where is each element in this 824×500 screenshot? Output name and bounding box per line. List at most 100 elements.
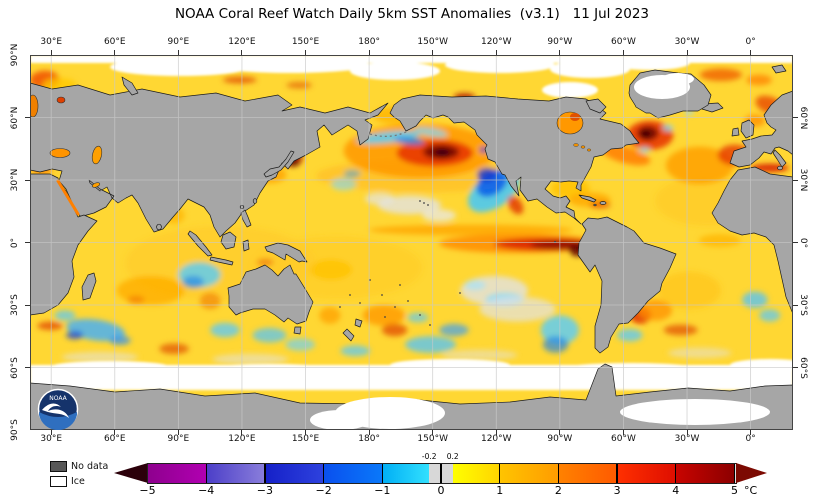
lat-tickmark <box>25 179 30 181</box>
colorbar-tick-label: −1 <box>374 484 391 497</box>
colorbar-segment <box>429 464 453 483</box>
lon-tick-label-bottom: 60°W <box>611 434 636 444</box>
colorbar-tick-line <box>381 464 383 483</box>
colorbar-over-arrow <box>736 463 767 483</box>
colorbar-sub-label: 0.2 <box>446 452 459 461</box>
map-legend: No data Ice <box>50 459 108 489</box>
noaa-logo-text: NOAA <box>49 395 67 402</box>
lon-tickmark <box>495 430 497 435</box>
land-south-america <box>577 216 677 354</box>
lon-tickmark <box>686 50 688 55</box>
aleutian-islands <box>369 130 409 137</box>
colorbar-segment <box>675 464 735 483</box>
colorbar-tick-label: 3 <box>613 484 621 497</box>
colorbar-segment <box>558 464 618 483</box>
land-japan <box>263 150 295 178</box>
anomaly-blob <box>182 275 204 289</box>
lon-tickmark <box>241 430 243 435</box>
colorbar-tick-label: 1 <box>496 484 504 497</box>
colorbar-segment <box>206 464 265 483</box>
lon-tick-label-top: 90°W <box>547 37 573 47</box>
lon-tick-label-top: 90°E <box>167 37 190 47</box>
land-sumatra <box>187 230 213 257</box>
anomaly-blob <box>663 324 698 336</box>
no-data-swatch <box>50 461 67 472</box>
lon-tick-label-top: 120°E <box>228 37 256 47</box>
colorbar-segment <box>323 464 383 483</box>
anomaly-blob <box>381 323 408 337</box>
noaa-seagull-icon <box>42 403 69 418</box>
colorbar-tick-line <box>264 464 266 483</box>
anomaly-blob <box>222 76 257 84</box>
lat-tick-label-left: 60°N <box>10 106 20 129</box>
colorbar-segment <box>452 464 500 483</box>
map-border <box>30 55 793 430</box>
land-novaya-zemlya <box>121 76 139 96</box>
lon-tick-label-bottom: 0° <box>745 434 756 444</box>
anomaly-blob <box>116 275 185 305</box>
great-lakes <box>573 143 579 147</box>
sea-hudson-warm-core <box>570 113 580 121</box>
map-svg <box>30 55 793 430</box>
colorbar-under-arrow <box>114 463 148 483</box>
anomaly-blob <box>600 144 651 166</box>
lon-tickmark <box>305 430 307 435</box>
anomaly-blob <box>199 292 221 310</box>
lon-tick-label-bottom: 120°W <box>480 434 512 444</box>
anomaly-blob <box>699 68 743 82</box>
lon-tick-label-bottom: 90°W <box>547 434 573 444</box>
anomaly-blob <box>356 130 420 144</box>
land-jamaica <box>593 203 597 207</box>
land-sulawesi <box>242 239 250 252</box>
sea-white <box>56 96 66 104</box>
anomaly-blob <box>364 192 395 205</box>
lon-tickmark <box>241 50 243 55</box>
anomaly-blob <box>657 271 721 310</box>
anomaly-blob <box>434 148 450 157</box>
lon-tick-label-top: 30°E <box>40 37 63 47</box>
land-sicily <box>777 165 783 171</box>
lon-tickmark <box>305 50 307 55</box>
anomaly-blob <box>210 322 240 338</box>
colorbar-segment <box>148 464 207 483</box>
sea-black <box>49 148 71 158</box>
lat-tickmark <box>793 367 798 368</box>
lat-tick-label-right: 0° <box>798 237 808 248</box>
land-hispaniola <box>599 201 607 205</box>
land-borneo <box>220 231 237 250</box>
lat-tickmark <box>793 304 798 306</box>
colorbar-tick-label: 4 <box>672 484 680 497</box>
anomaly-blob <box>286 81 312 89</box>
lon-tickmark <box>559 50 561 55</box>
anomaly-blob <box>394 136 425 145</box>
anomaly-blob <box>422 209 457 222</box>
lon-tick-label-top: 60°E <box>103 37 126 47</box>
sea-caspian <box>91 145 103 165</box>
ice-layer <box>30 55 793 390</box>
lon-tickmark <box>368 430 370 435</box>
land-taiwan <box>252 198 258 204</box>
lon-tickmark <box>114 50 116 55</box>
anomaly-blob <box>256 258 274 266</box>
colorbar-tick-line <box>322 464 325 483</box>
lat-tick-label-left: 90°N <box>10 43 20 67</box>
colorbar-tick-label: 0 <box>437 484 445 497</box>
lat-tick-label-right: 30°N <box>798 168 808 192</box>
anomaly-blob <box>617 328 643 342</box>
colorbar-body <box>147 463 737 484</box>
ice-swatch <box>50 476 67 487</box>
lat-tick-label-left: 30°S <box>10 294 20 316</box>
lat-tickmark <box>793 117 798 118</box>
lon-tickmark <box>622 430 624 435</box>
lat-tick-label-left: 60°S <box>10 356 20 379</box>
anomaly-blob <box>343 169 361 178</box>
lon-tickmark <box>114 430 116 435</box>
anomaly-blob <box>309 259 353 280</box>
anomaly-blob <box>159 343 189 355</box>
anomaly-blob <box>285 338 316 351</box>
lon-tick-label-top: 150°E <box>291 37 320 47</box>
anomaly-blob <box>479 296 556 322</box>
lon-tick-label-top: 30°W <box>674 37 700 47</box>
lon-tick-label-bottom: 30°E <box>40 434 63 444</box>
colorbar-segment <box>499 464 559 483</box>
